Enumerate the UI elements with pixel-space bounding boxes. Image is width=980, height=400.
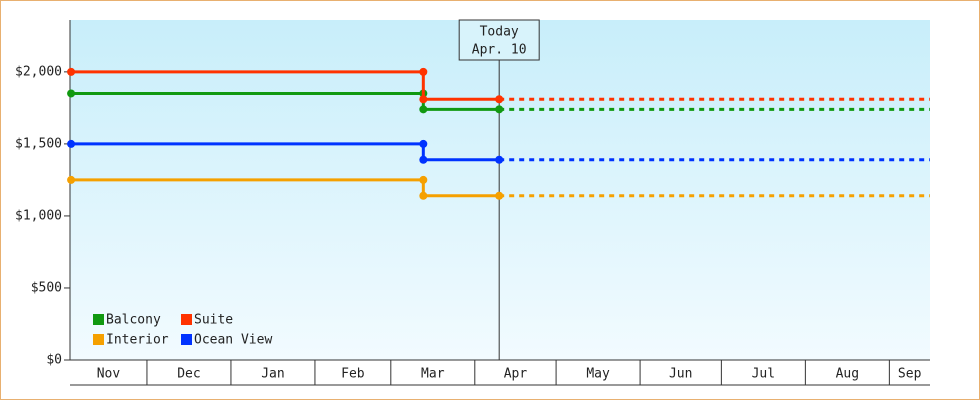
legend-swatch [93,334,104,345]
legend-label: Interior [106,333,169,348]
y-tick-label: $1,500 [15,136,62,151]
point [495,191,504,200]
point [419,95,428,104]
x-tick-label: Sep [898,367,922,382]
x-tick-label: Dec [177,367,200,382]
today-label: Today [480,25,519,40]
point [67,89,76,98]
point [419,155,428,164]
x-tick-label: May [586,367,610,382]
legend-swatch [181,314,192,325]
x-tick-label: Aug [836,367,859,382]
x-tick-label: Jan [261,367,284,382]
y-tick-label: $0 [46,353,62,368]
point [495,105,504,114]
x-tick-label: Mar [421,367,445,382]
legend-swatch [93,314,104,325]
legend-swatch [181,334,192,345]
legend-label: Balcony [106,313,161,328]
point [495,155,504,164]
x-tick-label: Jul [752,367,775,382]
point [419,67,428,76]
x-tick-label: Feb [341,367,365,382]
point [67,175,76,184]
point [419,105,428,114]
x-tick-label: Apr [504,367,528,382]
y-tick-label: $1,000 [15,208,62,223]
today-date: Apr. 10 [472,43,527,58]
series-line [71,70,500,101]
y-tick-label: $500 [31,280,62,295]
plot-area [70,20,930,360]
point [419,175,428,184]
series-line [71,142,500,162]
point [67,139,76,148]
y-tick-label: $2,000 [15,64,62,79]
point [67,67,76,76]
point [419,191,428,200]
x-tick-label: Jun [669,367,692,382]
point [419,139,428,148]
x-tick-label: Nov [97,367,121,382]
legend-label: Suite [194,313,233,328]
series-line [71,178,500,198]
legend-label: Ocean View [194,333,272,348]
today-box [458,19,540,61]
point [495,95,504,104]
